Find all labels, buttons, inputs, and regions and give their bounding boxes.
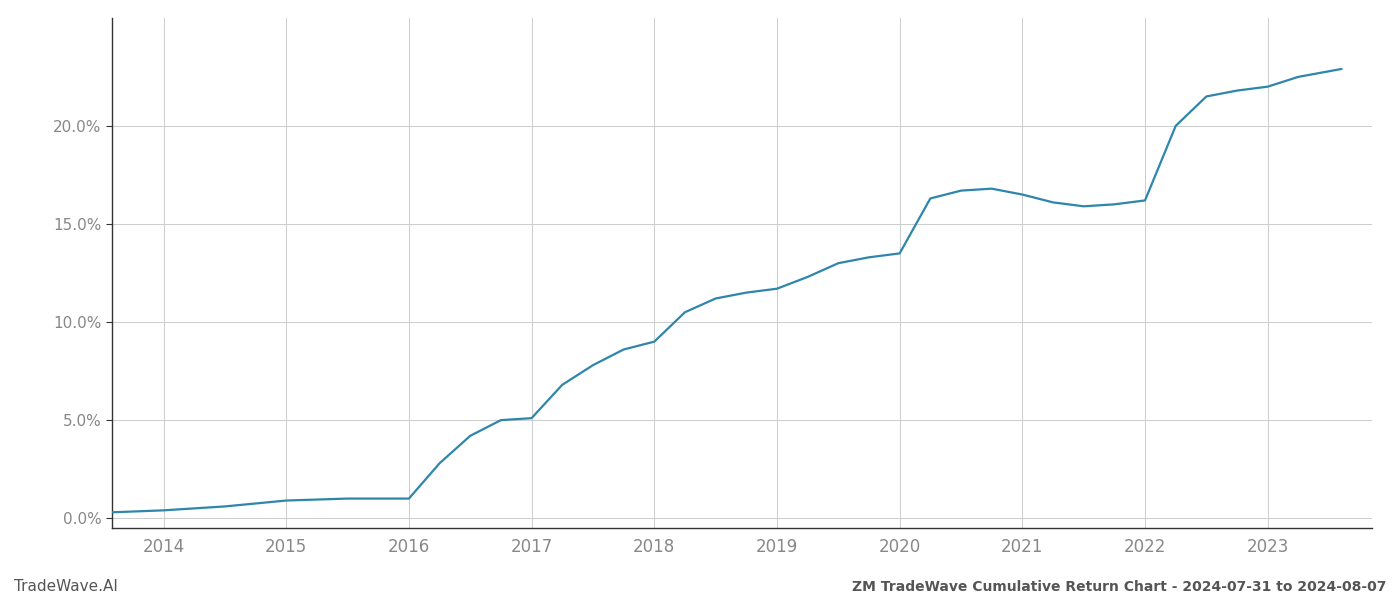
Text: ZM TradeWave Cumulative Return Chart - 2024-07-31 to 2024-08-07: ZM TradeWave Cumulative Return Chart - 2… xyxy=(851,580,1386,594)
Text: TradeWave.AI: TradeWave.AI xyxy=(14,579,118,594)
